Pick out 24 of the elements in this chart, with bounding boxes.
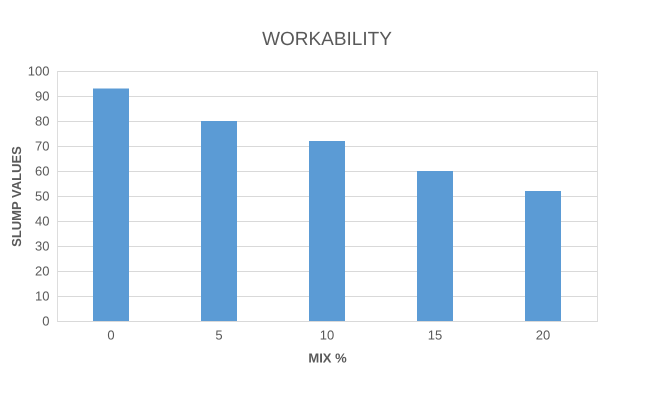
y-tick-label: 50 xyxy=(35,188,50,204)
y-tick-label: 100 xyxy=(28,64,50,78)
bar xyxy=(201,121,237,321)
x-tick-label: 0 xyxy=(107,328,115,342)
x-tick-label: 20 xyxy=(536,328,550,342)
chart-title: WORKABILITY xyxy=(262,29,392,50)
y-tick-label: 90 xyxy=(35,88,50,104)
x-axis-title: MIX % xyxy=(308,350,348,366)
y-tick-label: 30 xyxy=(35,238,50,254)
y-tick-label: 70 xyxy=(35,138,50,154)
x-tick-label: 10 xyxy=(320,328,334,342)
y-tick-label: 60 xyxy=(35,164,50,178)
bar xyxy=(93,88,129,321)
y-tick-label: 0 xyxy=(42,314,50,328)
y-axis-title: SLUMP VALUES xyxy=(8,146,24,247)
bar xyxy=(417,171,453,321)
bar xyxy=(525,191,561,321)
y-tick-label: 20 xyxy=(35,264,50,278)
x-tick-label: 15 xyxy=(428,328,442,342)
y-tick-label: 10 xyxy=(35,288,50,304)
y-tick-label: 40 xyxy=(35,214,50,228)
y-tick-label: 80 xyxy=(35,114,50,128)
bar xyxy=(309,141,345,321)
x-tick-label: 5 xyxy=(215,328,223,342)
